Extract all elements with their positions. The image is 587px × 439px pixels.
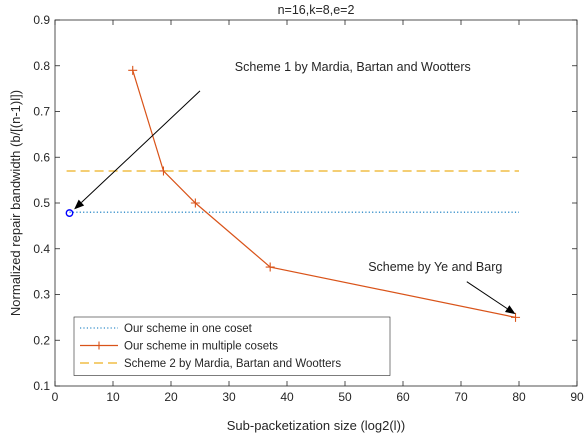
- x-tick-label: 60: [396, 390, 410, 404]
- legend-label-3: Scheme 2 by Mardia, Bartan and Wootters: [124, 358, 341, 370]
- x-tick-label: 80: [512, 390, 526, 404]
- annotation-arrow-1: [81, 90, 201, 203]
- circle-marker: [65, 209, 74, 217]
- annotation-arrow-2: [466, 281, 508, 310]
- y-tick-label: 0.7: [33, 105, 50, 119]
- legend: Our scheme in one coset Our scheme in mul…: [73, 316, 391, 376]
- annotation-layer: Scheme 1 by Mardia, Bartan and Wootters S…: [74, 60, 516, 315]
- annotation-arrowhead-1: [74, 199, 85, 210]
- x-tick-label: 0: [52, 390, 59, 404]
- y-tick-label: 0.2: [33, 333, 50, 347]
- annotation-arrowhead-2: [504, 305, 516, 315]
- x-tick-label: 10: [106, 390, 120, 404]
- plus-marker: [128, 65, 138, 75]
- x-tick-label: 30: [222, 390, 236, 404]
- y-tick-label: 0.4: [33, 242, 50, 256]
- x-tick-label: 50: [338, 390, 352, 404]
- series-layer: [65, 65, 521, 322]
- plus-marker: [265, 262, 275, 272]
- plus-marker: [190, 198, 200, 208]
- plus-marker: [511, 312, 521, 322]
- x-tick-label: 70: [454, 390, 468, 404]
- x-axis-label: Sub-packetization size (log2(l)): [227, 418, 405, 433]
- x-tick-label: 90: [570, 390, 584, 404]
- chart-title: n=16,k=8,e=2: [278, 3, 355, 17]
- annotation-text-2: Scheme by Ye and Barg: [368, 260, 502, 274]
- legend-box: [73, 316, 391, 376]
- y-tick-label: 0.1: [33, 379, 50, 393]
- y-tick-label: 0.9: [33, 13, 50, 27]
- legend-label-1: Our scheme in one coset: [124, 323, 253, 335]
- axis-ticks: 0 10 20 30 40 50 60 70 80 90 0.1 0.2 0.3 0.4 0.5 0.6 0.7…: [33, 13, 584, 404]
- y-tick-label: 0.3: [33, 288, 50, 302]
- y-tick-label: 0.8: [33, 59, 50, 73]
- x-tick-label: 20: [164, 390, 178, 404]
- legend-label-2: Our scheme in multiple cosets: [124, 341, 278, 353]
- legend-plus-marker: [95, 341, 103, 350]
- annotation-text-1: Scheme 1 by Mardia, Bartan and Wootters: [235, 60, 471, 74]
- y-axis-label: Normalized repair bandwidth (b/[(n-1)l]): [8, 90, 23, 316]
- y-tick-label: 0.6: [33, 150, 50, 164]
- x-tick-label: 40: [280, 390, 294, 404]
- y-tick-label: 0.5: [33, 196, 50, 210]
